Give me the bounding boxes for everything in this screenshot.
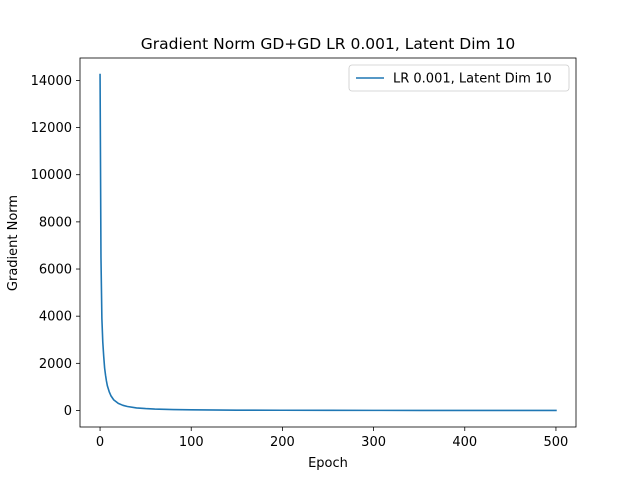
x-tick-label-0: 0 [96,435,104,450]
x-tick-label-2: 200 [270,435,295,450]
y-tick-label-3: 6000 [39,263,72,278]
y-tick-label-2: 4000 [39,310,72,325]
legend-label-0: LR 0.001, Latent Dim 10 [393,72,552,87]
series-line-0 [99,73,557,412]
x-tick-label-4: 400 [452,435,477,450]
y-tick-label-1: 2000 [39,357,72,372]
x-tick-label-5: 500 [544,435,569,450]
x-tick-label-3: 300 [361,435,386,450]
y-axis-label: Gradient Norm [6,195,21,291]
y-tick-label-7: 14000 [31,74,72,89]
chart-title: Gradient Norm GD+GD LR 0.001, Latent Dim… [141,35,516,53]
y-tick-label-5: 10000 [31,168,72,183]
y-tick-label-0: 0 [64,404,72,419]
x-tick-label-1: 100 [179,435,204,450]
legend-box [348,64,570,92]
y-tick-label-6: 12000 [31,121,72,136]
y-tick-label-4: 8000 [39,215,72,230]
x-axis-label: Epoch [308,456,348,471]
plot-frame [79,57,577,428]
